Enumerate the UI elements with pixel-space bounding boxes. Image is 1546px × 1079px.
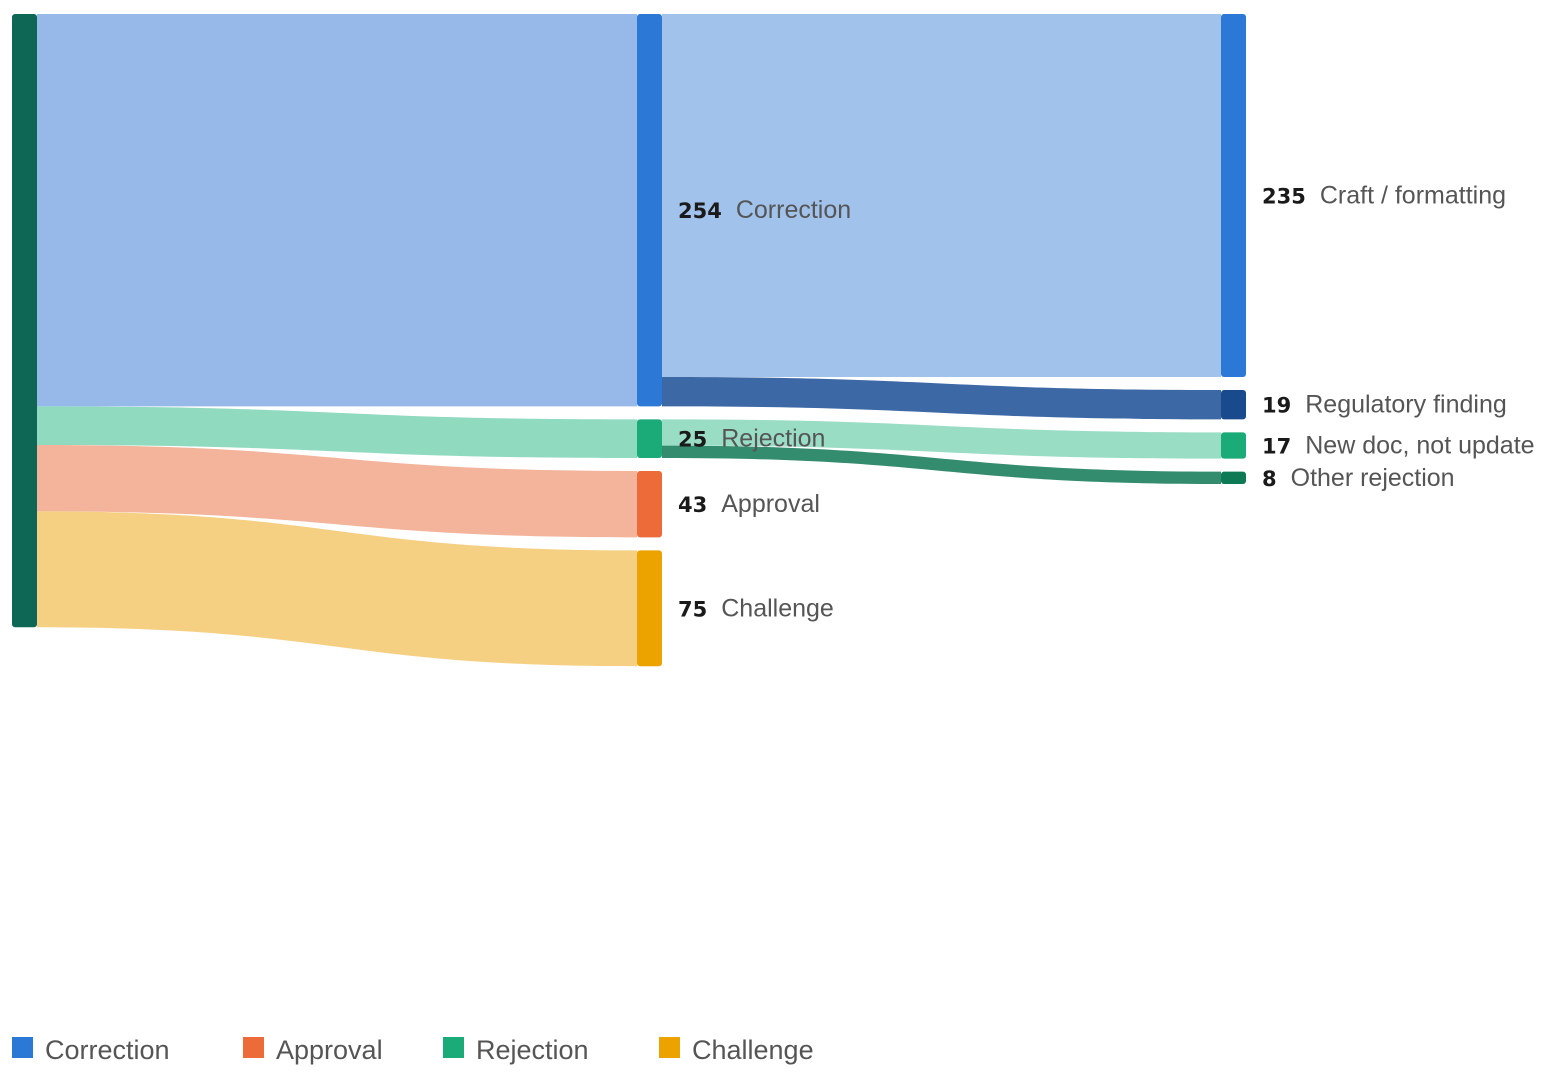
node-root[interactable]	[12, 14, 37, 628]
sankey-labels: 254 Correction 25 Rejection 43 Approval 75 Chal…	[678, 182, 1535, 623]
legend-item-challenge[interactable]: Challenge	[659, 1035, 814, 1065]
node-name: New doc, not update	[1305, 431, 1534, 459]
legend-label: Rejection	[476, 1035, 589, 1065]
node-craft[interactable]	[1221, 14, 1246, 378]
node-regulatory[interactable]	[1221, 390, 1246, 420]
node-label-otherrej: 8 Other rejection	[1262, 464, 1455, 492]
node-value: 43	[678, 493, 707, 517]
node-value: 8	[1262, 467, 1277, 491]
link-rejection-to-otherrej	[662, 445, 1221, 484]
sankey-nodes	[12, 14, 1246, 667]
legend-label: Challenge	[692, 1035, 814, 1065]
link-root-to-correction	[37, 14, 637, 407]
legend-swatch	[443, 1037, 464, 1058]
node-name: Craft / formatting	[1320, 182, 1506, 210]
node-value: 235	[1262, 185, 1306, 209]
legend-item-correction[interactable]: Correction	[12, 1035, 170, 1065]
node-name: Regulatory finding	[1305, 391, 1507, 419]
legend-swatch	[12, 1037, 33, 1058]
legend-item-rejection[interactable]: Rejection	[443, 1035, 589, 1065]
node-value: 75	[678, 597, 707, 621]
node-otherrej[interactable]	[1221, 471, 1246, 484]
node-label-challenge: 75 Challenge	[678, 594, 834, 622]
link-rejection-to-newdoc	[662, 419, 1221, 459]
node-name: Approval	[721, 490, 820, 518]
node-challenge[interactable]	[637, 550, 662, 667]
legend-swatch	[659, 1037, 680, 1058]
node-label-craft: 235 Craft / formatting	[1262, 182, 1506, 210]
sankey-links	[37, 14, 1221, 667]
node-label-newdoc: 17 New doc, not update	[1262, 431, 1535, 459]
link-root-to-challenge	[37, 511, 637, 667]
link-root-to-rejection	[37, 406, 637, 458]
node-label-correction: 254 Correction	[678, 196, 851, 224]
node-value: 19	[1262, 394, 1291, 418]
node-label-regulatory: 19 Regulatory finding	[1262, 391, 1507, 419]
node-name: Other rejection	[1291, 464, 1455, 492]
legend-item-approval[interactable]: Approval	[243, 1035, 383, 1065]
node-value: 17	[1262, 434, 1291, 458]
node-approval[interactable]	[637, 470, 662, 538]
node-value: 254	[678, 199, 722, 223]
link-root-to-approval	[37, 444, 637, 538]
link-correction-to-regulatory	[662, 377, 1221, 420]
node-name: Rejection	[721, 425, 825, 453]
node-rejection[interactable]	[637, 419, 662, 458]
legend-swatch	[243, 1037, 264, 1058]
node-correction[interactable]	[637, 14, 662, 407]
legend-label: Correction	[45, 1035, 170, 1065]
link-correction-to-craft	[662, 14, 1221, 378]
node-newdoc[interactable]	[1221, 432, 1246, 459]
node-name: Challenge	[721, 594, 834, 622]
node-value: 25	[678, 428, 707, 452]
node-label-approval: 43 Approval	[678, 490, 820, 518]
node-label-rejection: 25 Rejection	[678, 425, 825, 453]
legend-label: Approval	[276, 1035, 383, 1065]
node-name: Correction	[736, 196, 851, 224]
chart-legend: Correction Approval Rejection Challenge	[12, 1035, 814, 1065]
